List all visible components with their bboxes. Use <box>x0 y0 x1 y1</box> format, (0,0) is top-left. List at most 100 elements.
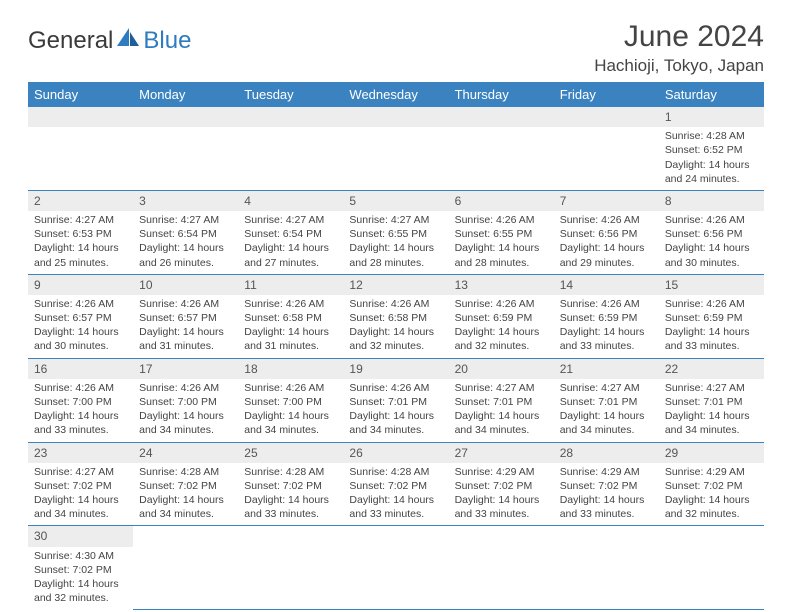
day-number: 30 <box>28 526 133 546</box>
calendar-week: 1Sunrise: 4:28 AMSunset: 6:52 PMDaylight… <box>28 107 764 190</box>
day-details: Sunrise: 4:29 AMSunset: 7:02 PMDaylight:… <box>659 463 764 526</box>
day-number: 11 <box>238 275 343 295</box>
calendar-cell: 18Sunrise: 4:26 AMSunset: 7:00 PMDayligh… <box>238 358 343 442</box>
day-number: 28 <box>554 443 659 463</box>
detail-line: Sunrise: 4:26 AM <box>665 213 758 227</box>
calendar-table: Sunday Monday Tuesday Wednesday Thursday… <box>28 82 764 610</box>
detail-line: Sunset: 6:59 PM <box>560 311 653 325</box>
day-number: 3 <box>133 191 238 211</box>
detail-line: Sunrise: 4:26 AM <box>139 297 232 311</box>
detail-line: Sunset: 7:02 PM <box>349 479 442 493</box>
detail-line: Sunset: 6:55 PM <box>349 227 442 241</box>
detail-line: Daylight: 14 hours <box>455 325 548 339</box>
detail-line: Sunset: 6:59 PM <box>665 311 758 325</box>
day-number: 5 <box>343 191 448 211</box>
calendar-cell <box>449 107 554 190</box>
calendar-cell <box>343 107 448 190</box>
day-header: Wednesday <box>343 82 448 107</box>
detail-line: Daylight: 14 hours <box>34 577 127 591</box>
detail-line: Daylight: 14 hours <box>34 241 127 255</box>
detail-line: Sunset: 6:55 PM <box>455 227 548 241</box>
detail-line: Sunrise: 4:26 AM <box>455 213 548 227</box>
day-details: Sunrise: 4:28 AMSunset: 6:52 PMDaylight:… <box>659 127 764 190</box>
day-details: Sunrise: 4:27 AMSunset: 7:01 PMDaylight:… <box>449 379 554 442</box>
day-details: Sunrise: 4:26 AMSunset: 6:55 PMDaylight:… <box>449 211 554 274</box>
detail-line: Daylight: 14 hours <box>455 409 548 423</box>
detail-line: Sunset: 6:56 PM <box>560 227 653 241</box>
day-number: 2 <box>28 191 133 211</box>
detail-line: Daylight: 14 hours <box>244 241 337 255</box>
detail-line: Sunset: 7:00 PM <box>139 395 232 409</box>
detail-line: Sunset: 6:58 PM <box>244 311 337 325</box>
detail-line: Sunset: 6:54 PM <box>244 227 337 241</box>
calendar-week: 16Sunrise: 4:26 AMSunset: 7:00 PMDayligh… <box>28 358 764 442</box>
detail-line: and 34 minutes. <box>560 423 653 437</box>
day-number: 8 <box>659 191 764 211</box>
calendar-cell: 14Sunrise: 4:26 AMSunset: 6:59 PMDayligh… <box>554 274 659 358</box>
calendar-cell <box>554 526 659 609</box>
day-header: Friday <box>554 82 659 107</box>
day-number: 22 <box>659 359 764 379</box>
day-number: 16 <box>28 359 133 379</box>
calendar-cell <box>449 526 554 609</box>
day-number: 12 <box>343 275 448 295</box>
detail-line: Daylight: 14 hours <box>560 241 653 255</box>
detail-line: and 33 minutes. <box>244 507 337 521</box>
calendar-cell <box>133 107 238 190</box>
detail-line: Sunset: 7:02 PM <box>455 479 548 493</box>
detail-line: Daylight: 14 hours <box>34 409 127 423</box>
calendar-cell: 5Sunrise: 4:27 AMSunset: 6:55 PMDaylight… <box>343 190 448 274</box>
detail-line: and 33 minutes. <box>560 507 653 521</box>
detail-line: Daylight: 14 hours <box>349 325 442 339</box>
detail-line: Sunrise: 4:26 AM <box>244 381 337 395</box>
detail-line: and 32 minutes. <box>665 507 758 521</box>
detail-line: and 34 minutes. <box>455 423 548 437</box>
calendar-cell: 15Sunrise: 4:26 AMSunset: 6:59 PMDayligh… <box>659 274 764 358</box>
calendar-cell: 22 Sunrise: 4:27 AMSunset: 7:01 PMDayligh… <box>659 358 764 442</box>
detail-line: and 34 minutes. <box>139 423 232 437</box>
day-number: 26 <box>343 443 448 463</box>
detail-line: Sunrise: 4:28 AM <box>349 465 442 479</box>
detail-line: and 28 minutes. <box>349 256 442 270</box>
calendar-cell: 28Sunrise: 4:29 AMSunset: 7:02 PMDayligh… <box>554 442 659 526</box>
brand-part2: Blue <box>143 27 191 55</box>
calendar-cell: 2Sunrise: 4:27 AMSunset: 6:53 PMDaylight… <box>28 190 133 274</box>
detail-line: Sunrise: 4:27 AM <box>560 381 653 395</box>
day-number: 4 <box>238 191 343 211</box>
day-details: Sunrise: 4:26 AMSunset: 6:56 PMDaylight:… <box>659 211 764 274</box>
detail-line: Sunrise: 4:27 AM <box>665 381 758 395</box>
brand-logo: General Blue <box>28 26 191 55</box>
calendar-cell <box>554 107 659 190</box>
detail-line: Daylight: 14 hours <box>455 241 548 255</box>
detail-line: Sunset: 7:02 PM <box>34 479 127 493</box>
day-header-row: Sunday Monday Tuesday Wednesday Thursday… <box>28 82 764 107</box>
detail-line: Sunrise: 4:26 AM <box>349 381 442 395</box>
day-number: 7 <box>554 191 659 211</box>
detail-line: Sunrise: 4:26 AM <box>34 297 127 311</box>
day-details: Sunrise: 4:27 AMSunset: 7:02 PMDaylight:… <box>28 463 133 526</box>
day-number: 6 <box>449 191 554 211</box>
detail-line: Daylight: 14 hours <box>560 493 653 507</box>
detail-line: Daylight: 14 hours <box>34 325 127 339</box>
detail-line: Daylight: 14 hours <box>349 493 442 507</box>
calendar-cell: 16Sunrise: 4:26 AMSunset: 7:00 PMDayligh… <box>28 358 133 442</box>
detail-line: and 33 minutes. <box>665 339 758 353</box>
detail-line: Sunset: 6:53 PM <box>34 227 127 241</box>
day-header: Sunday <box>28 82 133 107</box>
day-details: Sunrise: 4:26 AMSunset: 6:57 PMDaylight:… <box>28 295 133 358</box>
detail-line: Daylight: 14 hours <box>455 493 548 507</box>
calendar-cell: 25Sunrise: 4:28 AMSunset: 7:02 PMDayligh… <box>238 442 343 526</box>
day-details: Sunrise: 4:27 AMSunset: 6:53 PMDaylight:… <box>28 211 133 274</box>
calendar-cell: 20Sunrise: 4:27 AMSunset: 7:01 PMDayligh… <box>449 358 554 442</box>
calendar-cell: 29Sunrise: 4:29 AMSunset: 7:02 PMDayligh… <box>659 442 764 526</box>
calendar-cell: 17Sunrise: 4:26 AMSunset: 7:00 PMDayligh… <box>133 358 238 442</box>
day-details: Sunrise: 4:26 AMSunset: 7:00 PMDaylight:… <box>133 379 238 442</box>
detail-line: Sunset: 7:01 PM <box>665 395 758 409</box>
day-number: 10 <box>133 275 238 295</box>
detail-line: Daylight: 14 hours <box>560 409 653 423</box>
detail-line: and 31 minutes. <box>244 339 337 353</box>
detail-line: Daylight: 14 hours <box>665 409 758 423</box>
day-number: 19 <box>343 359 448 379</box>
detail-line: Daylight: 14 hours <box>665 158 758 172</box>
detail-line: Sunrise: 4:27 AM <box>34 465 127 479</box>
